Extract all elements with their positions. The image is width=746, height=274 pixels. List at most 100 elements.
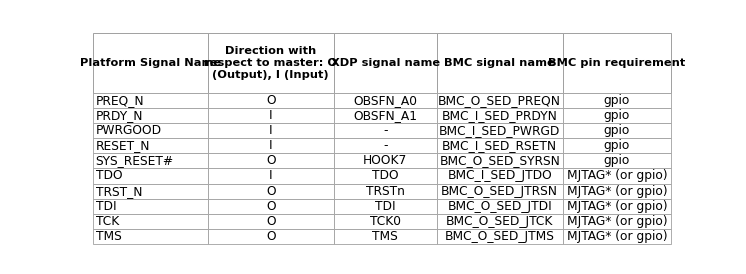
Text: BMC_I_SED_PRDYN: BMC_I_SED_PRDYN xyxy=(442,109,557,122)
Text: gpio: gpio xyxy=(604,94,630,107)
Text: MJTAG* (or gpio): MJTAG* (or gpio) xyxy=(567,200,668,213)
Bar xyxy=(93,138,207,153)
Text: PREQ_N: PREQ_N xyxy=(95,94,144,107)
Bar xyxy=(436,214,562,229)
Bar xyxy=(562,108,671,123)
Bar xyxy=(93,33,207,93)
Bar xyxy=(562,33,671,93)
Text: MJTAG* (or gpio): MJTAG* (or gpio) xyxy=(567,230,668,243)
Text: TCK: TCK xyxy=(95,215,119,228)
Bar xyxy=(93,123,207,138)
Text: BMC_O_SED_JTDI: BMC_O_SED_JTDI xyxy=(448,200,552,213)
Text: OBSFN_A1: OBSFN_A1 xyxy=(353,109,417,122)
Bar xyxy=(207,93,333,108)
Bar xyxy=(93,169,207,184)
Text: PWRGOOD: PWRGOOD xyxy=(95,124,162,137)
Bar xyxy=(436,229,562,244)
Bar xyxy=(436,169,562,184)
Bar xyxy=(333,199,436,214)
Text: gpio: gpio xyxy=(604,124,630,137)
Bar xyxy=(562,123,671,138)
Text: I: I xyxy=(269,170,272,182)
Bar xyxy=(207,214,333,229)
Bar xyxy=(333,153,436,169)
Bar xyxy=(207,123,333,138)
Text: gpio: gpio xyxy=(604,109,630,122)
Bar xyxy=(562,138,671,153)
Text: TCK0: TCK0 xyxy=(370,215,401,228)
Bar xyxy=(93,108,207,123)
Text: BMC_I_SED_RSETN: BMC_I_SED_RSETN xyxy=(442,139,557,152)
Bar xyxy=(333,229,436,244)
Bar xyxy=(333,214,436,229)
Text: BMC_O_SED_SYRSN: BMC_O_SED_SYRSN xyxy=(439,154,560,167)
Text: MJTAG* (or gpio): MJTAG* (or gpio) xyxy=(567,170,668,182)
Bar xyxy=(562,199,671,214)
Text: BMC pin requirement: BMC pin requirement xyxy=(548,58,686,68)
Text: BMC signal name: BMC signal name xyxy=(445,58,555,68)
Text: Direction with
respect to master: O
(Output), I (Input): Direction with respect to master: O (Out… xyxy=(204,46,337,79)
Text: HOOK7: HOOK7 xyxy=(363,154,407,167)
Bar xyxy=(562,229,671,244)
Text: MJTAG* (or gpio): MJTAG* (or gpio) xyxy=(567,215,668,228)
Text: TMS: TMS xyxy=(372,230,398,243)
Bar xyxy=(333,123,436,138)
Bar xyxy=(207,184,333,199)
Bar xyxy=(93,153,207,169)
Bar xyxy=(207,108,333,123)
Bar xyxy=(562,93,671,108)
Text: O: O xyxy=(266,230,275,243)
Bar xyxy=(436,138,562,153)
Bar xyxy=(93,199,207,214)
Bar xyxy=(436,199,562,214)
Text: PRDY_N: PRDY_N xyxy=(95,109,143,122)
Bar xyxy=(562,153,671,169)
Bar xyxy=(436,184,562,199)
Bar xyxy=(436,33,562,93)
Bar xyxy=(333,184,436,199)
Text: I: I xyxy=(269,139,272,152)
Bar xyxy=(562,184,671,199)
Text: O: O xyxy=(266,185,275,198)
Text: TDO: TDO xyxy=(372,170,398,182)
Bar xyxy=(93,93,207,108)
Text: BMC_O_SED_JTMS: BMC_O_SED_JTMS xyxy=(445,230,554,243)
Bar xyxy=(562,214,671,229)
Bar xyxy=(93,229,207,244)
Text: BMC_O_SED_PREQN: BMC_O_SED_PREQN xyxy=(438,94,561,107)
Text: TDO: TDO xyxy=(95,170,122,182)
Text: gpio: gpio xyxy=(604,154,630,167)
Bar xyxy=(207,199,333,214)
Text: BMC_I_SED_JTDO: BMC_I_SED_JTDO xyxy=(448,170,552,182)
Bar xyxy=(93,214,207,229)
Text: TRSTn: TRSTn xyxy=(366,185,404,198)
Text: -: - xyxy=(383,139,387,152)
Bar xyxy=(436,108,562,123)
Bar xyxy=(207,153,333,169)
Text: SYS_RESET#: SYS_RESET# xyxy=(95,154,174,167)
Bar xyxy=(436,93,562,108)
Text: O: O xyxy=(266,215,275,228)
Bar xyxy=(333,33,436,93)
Text: O: O xyxy=(266,200,275,213)
Text: BMC_I_SED_PWRGD: BMC_I_SED_PWRGD xyxy=(439,124,560,137)
Bar xyxy=(93,184,207,199)
Bar xyxy=(333,169,436,184)
Text: XDP signal name: XDP signal name xyxy=(330,58,440,68)
Text: MJTAG* (or gpio): MJTAG* (or gpio) xyxy=(567,185,668,198)
Bar xyxy=(333,93,436,108)
Text: gpio: gpio xyxy=(604,139,630,152)
Text: I: I xyxy=(269,109,272,122)
Bar xyxy=(333,138,436,153)
Bar xyxy=(207,33,333,93)
Bar xyxy=(207,138,333,153)
Bar xyxy=(207,169,333,184)
Text: BMC_O_SED_JTRSN: BMC_O_SED_JTRSN xyxy=(441,185,558,198)
Text: Platform Signal Name: Platform Signal Name xyxy=(80,58,221,68)
Bar xyxy=(436,123,562,138)
Bar xyxy=(207,229,333,244)
Bar xyxy=(562,169,671,184)
Text: TDI: TDI xyxy=(375,200,395,213)
Text: O: O xyxy=(266,154,275,167)
Bar xyxy=(436,153,562,169)
